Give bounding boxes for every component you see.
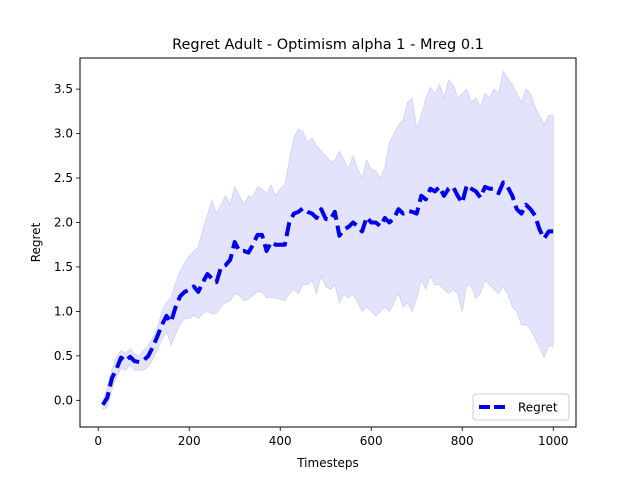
x-tick-label: 1000 [538, 434, 569, 448]
legend-label-regret: Regret [518, 401, 558, 415]
regret-line [101, 180, 554, 406]
y-tick-label: 0.0 [54, 393, 73, 407]
y-axis: 0.0 0.5 1.0 1.5 2.0 2.5 3.0 3.5 [54, 82, 80, 407]
chart-title: Regret Adult - Optimism alpha 1 - Mreg 0… [172, 37, 484, 53]
y-tick-label: 3.0 [54, 127, 73, 141]
y-tick-label: 1.0 [54, 304, 73, 318]
plot-area [101, 70, 554, 410]
confidence-band [102, 70, 554, 410]
y-tick-label: 0.5 [54, 349, 73, 363]
x-tick-label: 400 [269, 434, 292, 448]
y-axis-label: Regret [29, 222, 43, 262]
x-axis: 0 200 400 600 800 1000 [94, 427, 569, 448]
x-tick-label: 0 [94, 434, 102, 448]
legend: Regret [472, 393, 570, 421]
y-tick-label: 1.5 [54, 260, 73, 274]
y-tick-label: 2.5 [54, 171, 73, 185]
x-tick-label: 200 [178, 434, 201, 448]
y-tick-label: 2.0 [54, 215, 73, 229]
y-tick-label: 3.5 [54, 82, 73, 96]
x-tick-label: 800 [451, 434, 474, 448]
x-axis-label: Timesteps [296, 456, 359, 470]
axes-frame [79, 57, 577, 428]
legend-box [472, 393, 570, 421]
x-tick-label: 600 [360, 434, 383, 448]
